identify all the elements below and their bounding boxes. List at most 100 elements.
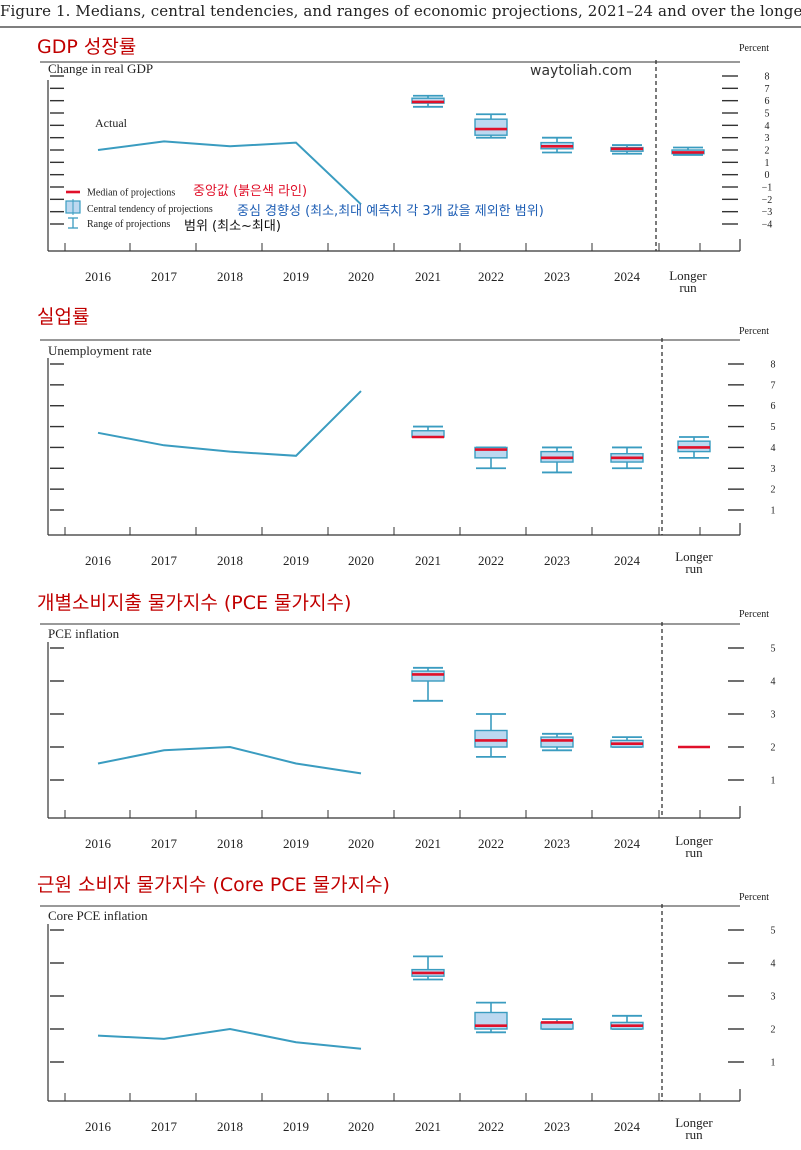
x-tick-label: 2022 <box>478 269 504 284</box>
actual-line <box>97 1027 362 1050</box>
central-tendency-box <box>474 729 508 748</box>
x-tick-label: 2016 <box>85 836 112 851</box>
y-tick-label: 4 <box>771 443 776 454</box>
y-tick-label: 6 <box>771 401 776 412</box>
projection-2023 <box>540 1018 574 1030</box>
projection-2021 <box>411 955 445 981</box>
section-title: 개별소비지출 물가지수 (PCE 물가지수) <box>37 592 351 614</box>
y-tick-label: 4 <box>765 121 770 132</box>
projection-2022 <box>474 113 508 139</box>
x-tick-label: 2021 <box>415 836 441 851</box>
x-tick-label: 2023 <box>544 553 570 568</box>
projection-2022 <box>474 446 508 470</box>
central-tendency-box <box>474 118 508 136</box>
chart-panel-3: 개별소비지출 물가지수 (PCE 물가지수) Percent PCE inflati… <box>37 592 776 860</box>
unit-label: Percent <box>739 892 769 903</box>
chart-title: Change in real GDP <box>48 61 153 76</box>
y-tick-label: −4 <box>762 220 773 231</box>
legend-range-note: 범위 (최소~최대) <box>184 219 281 234</box>
y-tick-label: 0 <box>765 170 770 181</box>
y-tick-label: 2 <box>771 743 776 754</box>
x-tick-label: 2024 <box>614 553 641 568</box>
central-tendency-box <box>474 446 508 459</box>
x-tick-label: 2021 <box>415 553 441 568</box>
x-tick-label: 2016 <box>85 269 112 284</box>
projection-2024 <box>610 736 644 748</box>
legend-median-label: Median of projections <box>87 188 175 199</box>
projection-2022 <box>474 713 508 758</box>
y-tick-label: 2 <box>765 146 770 157</box>
x-tick-label-longer: Longer <box>675 1115 713 1130</box>
x-tick-label: 2016 <box>85 1119 112 1134</box>
y-tick-label: 1 <box>771 1058 776 1069</box>
x-tick-label-longer: Longer <box>675 549 713 564</box>
x-tick-label: 2020 <box>348 269 374 284</box>
y-tick-label: 4 <box>771 677 776 688</box>
chart-title: Unemployment rate <box>48 343 152 358</box>
actual-label: Actual <box>95 116 128 130</box>
chart-panel-4: 근원 소비자 물가지수 (Core PCE 물가지수) Percent Core P… <box>37 874 776 1142</box>
actual-line <box>97 390 362 457</box>
y-tick-label: 2 <box>771 485 776 496</box>
actual-line <box>97 745 362 775</box>
x-tick-label: 2024 <box>614 836 641 851</box>
y-tick-label: 4 <box>771 959 776 970</box>
x-tick-label: 2023 <box>544 836 570 851</box>
x-tick-label: 2023 <box>544 269 570 284</box>
x-tick-label: 2022 <box>478 836 504 851</box>
x-tick-label: 2020 <box>348 1119 374 1134</box>
x-tick-label: 2022 <box>478 553 504 568</box>
y-tick-label: 5 <box>771 644 776 655</box>
x-tick-label: 2018 <box>217 836 243 851</box>
y-tick-label: 8 <box>771 360 776 371</box>
section-title: 근원 소비자 물가지수 (Core PCE 물가지수) <box>37 874 390 896</box>
y-tick-label: 3 <box>765 133 770 144</box>
y-tick-label: 5 <box>771 926 776 937</box>
x-tick-label: 2020 <box>348 553 374 568</box>
x-tick-label: 2021 <box>415 1119 441 1134</box>
section-title: GDP 성장률 <box>37 36 136 58</box>
projection-2023 <box>540 732 574 752</box>
figure-title: Figure 1. Medians, central tendencies, a… <box>0 2 801 20</box>
y-tick-label: 3 <box>771 464 776 475</box>
projection-2024 <box>610 1014 644 1030</box>
x-tick-label: 2017 <box>151 1119 178 1134</box>
unit-label: Percent <box>739 609 769 620</box>
y-tick-label: 3 <box>771 710 776 721</box>
x-tick-label: 2021 <box>415 269 441 284</box>
x-tick-label-run: run <box>685 845 703 860</box>
y-tick-label: 8 <box>765 72 770 83</box>
chart-panel-1: GDP 성장률 Percent Change in real GDP 876 543 21… <box>37 36 772 295</box>
y-tick-label: −3 <box>762 207 773 218</box>
y-tick-label: 1 <box>771 776 776 787</box>
x-tick-label: 2018 <box>217 1119 243 1134</box>
legend-central-label: Central tendency of projections <box>87 204 213 215</box>
y-tick-label: 5 <box>771 422 776 433</box>
y-tick-label: 2 <box>771 1025 776 1036</box>
y-tick-label: 5 <box>765 109 770 120</box>
central-tendency-box <box>411 670 445 682</box>
legend-median-note: 중앙값 (붉은색 라인) <box>193 184 307 199</box>
x-tick-label: 2020 <box>348 836 374 851</box>
projection-2021 <box>411 666 445 702</box>
actual-line <box>97 140 362 206</box>
projection-longer-run <box>671 146 705 156</box>
x-tick-label: 2017 <box>151 836 178 851</box>
y-tick-label: −1 <box>762 183 773 194</box>
unit-label: Percent <box>739 43 769 54</box>
y-tick-label: 7 <box>765 84 770 95</box>
projection-longer-run <box>677 436 711 459</box>
x-tick-label: 2024 <box>614 1119 641 1134</box>
x-tick-label: 2016 <box>85 553 112 568</box>
chart-title: Core PCE inflation <box>48 908 148 923</box>
projection-2021 <box>411 94 445 108</box>
x-tick-label-longer: Longer <box>675 833 713 848</box>
x-tick-label: 2022 <box>478 1119 504 1134</box>
x-tick-label: 2019 <box>283 1119 309 1134</box>
x-tick-label: 2019 <box>283 269 309 284</box>
y-tick-label: 1 <box>765 158 770 169</box>
unit-label: Percent <box>739 326 769 337</box>
projection-2023 <box>540 446 574 474</box>
legend: Median of projections 중앙값 (붉은색 라인) Central… <box>65 184 544 234</box>
